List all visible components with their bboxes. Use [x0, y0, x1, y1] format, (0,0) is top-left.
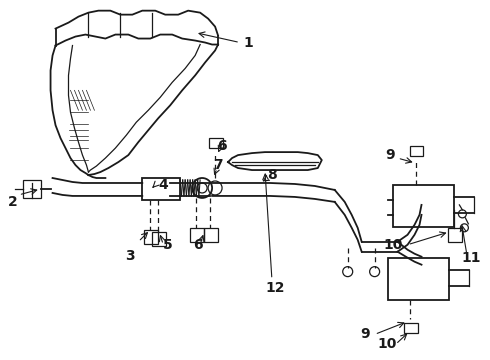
- Text: 6: 6: [217, 139, 227, 153]
- Text: 11: 11: [462, 251, 481, 265]
- Bar: [448, 228, 463, 242]
- Text: 9: 9: [360, 327, 369, 341]
- Bar: [209, 138, 223, 148]
- Text: 9: 9: [385, 148, 394, 162]
- Bar: [23, 180, 41, 198]
- Text: 4: 4: [158, 178, 168, 192]
- Text: 7: 7: [213, 158, 223, 172]
- Text: 2: 2: [8, 195, 18, 209]
- Bar: [392, 185, 454, 227]
- Text: 10: 10: [384, 238, 403, 252]
- Bar: [388, 258, 449, 300]
- Text: 12: 12: [265, 280, 285, 294]
- Text: 8: 8: [267, 168, 277, 182]
- Text: 6: 6: [194, 238, 203, 252]
- Bar: [204, 228, 218, 242]
- Text: 5: 5: [163, 238, 173, 252]
- Bar: [152, 232, 166, 246]
- Bar: [142, 178, 180, 200]
- Text: 3: 3: [125, 249, 135, 263]
- Bar: [190, 228, 204, 242]
- Text: 1: 1: [243, 36, 253, 50]
- Bar: [404, 323, 417, 333]
- Bar: [144, 230, 158, 244]
- Text: 10: 10: [378, 337, 397, 351]
- Bar: [410, 146, 423, 156]
